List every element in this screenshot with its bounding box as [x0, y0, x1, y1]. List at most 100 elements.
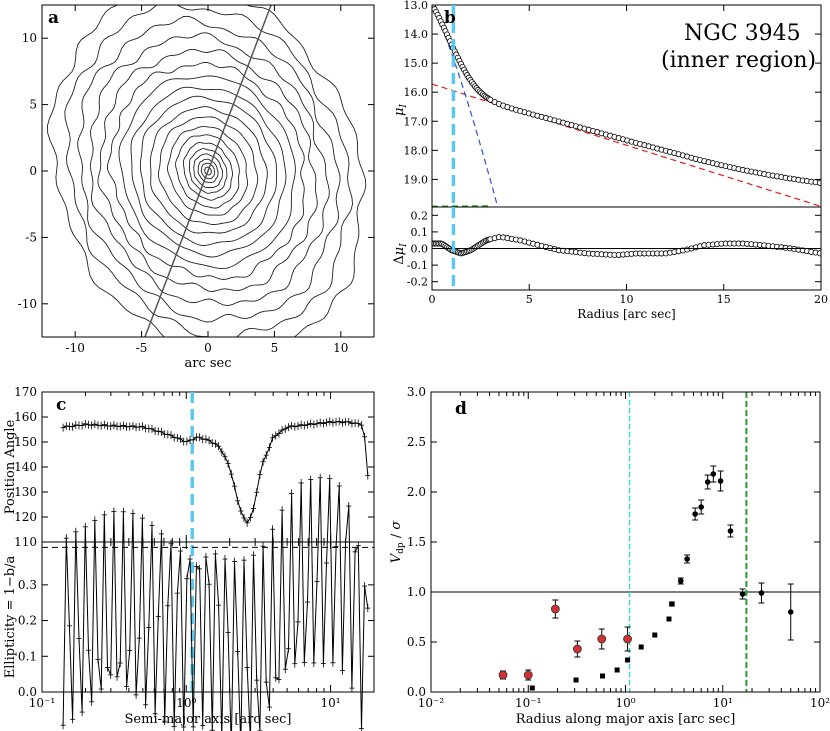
black-data-point: [614, 667, 620, 673]
panel-a: -10 -5 0 5 10 -10 -5 0 5 10 a arc sec: [18, 4, 375, 371]
y-tick-label: 18.0: [404, 144, 429, 157]
black-data-point: [652, 632, 658, 638]
red-data-point: [550, 604, 560, 614]
y-tick-label: 13.0: [404, 0, 429, 12]
contour-map: [47, 5, 367, 337]
red-data-point: [498, 670, 508, 680]
contour-line: [97, 48, 318, 292]
contour-line: [188, 148, 228, 194]
surface-brightness-plot: 13.0 14.0 15.0 16.0 17.0 18.0 19.0: [404, 0, 822, 208]
x-tick-label: 5: [526, 293, 533, 306]
y-tick-label: 19.0: [404, 173, 429, 186]
red-data-point: [523, 670, 533, 680]
c-top-frame: [41, 391, 375, 543]
y-tick-label: 15.0: [404, 57, 429, 70]
y-tick-label: 0.5: [407, 635, 426, 649]
contour-line: [130, 86, 287, 258]
y-tick-label: 0.0: [407, 685, 426, 699]
y-tick-label: 140: [14, 460, 37, 474]
contour-line: [139, 95, 277, 246]
black-data-point: [758, 590, 765, 596]
y-tick-label: 110: [14, 535, 37, 549]
contour-line: [77, 15, 341, 323]
black-data-point: [704, 479, 711, 485]
y-tick-label: 130: [14, 485, 37, 499]
black-data-point: [727, 528, 734, 534]
y-tick-label: 17.0: [404, 115, 429, 128]
black-data-point: [710, 471, 717, 477]
black-data-point: [677, 578, 684, 584]
data-point: [816, 179, 821, 186]
position-angle-label: Position Angle: [3, 419, 18, 514]
y-tick-label: 0: [29, 164, 37, 178]
contour-line: [149, 106, 268, 234]
x-tick-label: 10: [333, 341, 348, 355]
y-tick-label: 150: [14, 435, 37, 449]
residual-plot: -0.2 -0.1 0.0 0.1 0.2 0 5 10 15 20: [407, 206, 828, 306]
y-tick-label: 0.1: [411, 226, 429, 239]
black-data-point: [717, 478, 724, 484]
x-tick-label: 15: [717, 293, 731, 306]
black-data-point: [739, 591, 746, 597]
black-data-point: [599, 673, 605, 679]
y-tick-label: 160: [14, 410, 37, 424]
b-bot-plot-area: [432, 234, 821, 259]
panel-b: 13.0 14.0 15.0 16.0 17.0 18.0 19.0 -0.2 -0.1 0.0…: [392, 0, 828, 321]
y-tick-label: 14.0: [404, 28, 429, 41]
contour-line: [158, 116, 259, 225]
ellipticity-plot: 0.0 0.1 0.2 0.3 10⁻¹ 10⁰ 10¹: [18, 473, 375, 731]
red-data-point: [572, 644, 582, 654]
black-data-point: [787, 609, 794, 615]
x-tick-label: 0: [204, 341, 212, 355]
contour-line: [89, 32, 330, 307]
y-tick-label: 0.0: [18, 685, 37, 699]
y-tick-label: 0.2: [411, 209, 429, 222]
y-tick-label: 170: [14, 385, 37, 399]
x-tick-label: -5: [136, 341, 148, 355]
x-tick-label: 10⁻¹: [29, 696, 55, 710]
x-tick-label: 10: [620, 293, 634, 306]
x-tick-label: 10²: [810, 696, 830, 710]
panel-d-label: d: [455, 399, 467, 419]
panel-d-xlabel: Radius along major axis [arc sec]: [516, 712, 736, 727]
black-data-point: [698, 504, 704, 510]
x-tick-label: 0: [429, 293, 436, 306]
y-tick-label: 120: [14, 510, 37, 524]
x-tick-label: 5: [271, 341, 279, 355]
y-tick-label: 0.0: [411, 243, 429, 256]
panel-c-label: c: [56, 395, 66, 415]
y-tick-label: 10: [22, 31, 37, 45]
panel-a-ticks: -10 -5 0 5 10 -10 -5 0 5 10: [18, 5, 374, 355]
y-tick-label: -0.2: [407, 276, 428, 289]
bulge-component-line: [432, 7, 499, 207]
contour-line: [197, 158, 219, 184]
contour-line: [47, 5, 367, 337]
x-tick-label: 10⁻²: [418, 696, 445, 710]
d-frame: [430, 391, 821, 693]
panel-d: 0.0 0.5 1.0 1.5 2.0 2.5 3.0 10⁻² 10⁻¹ 10⁰ 10¹ 10² d…: [389, 385, 830, 727]
black-data-point: [638, 644, 644, 650]
disk-component-line: [432, 83, 821, 207]
panel-a-label: a: [48, 8, 59, 28]
panel-b-xlabel: Radius [arc sec]: [577, 307, 675, 321]
x-tick-label: 20: [814, 293, 828, 306]
y-tick-label: 0.1: [18, 649, 37, 663]
galaxy-name: NGC 3945: [684, 21, 801, 46]
panel-c: 110 120 130 140 150 160 170 0.0 0.1 0.2 0.3 10⁻¹ 10…: [3, 385, 375, 731]
major-axis-line: [144, 4, 272, 338]
ellipticity-series: [62, 477, 369, 731]
b-top-plot-area: [432, 5, 821, 207]
red-data-point: [623, 634, 632, 644]
panel-b-label: b: [444, 8, 456, 28]
y-tick-label: 3.0: [407, 385, 426, 399]
contour-line: [200, 162, 216, 180]
galaxy-region: (inner region): [661, 48, 816, 73]
y-tick-label: -10: [18, 297, 37, 311]
black-data-point: [529, 685, 535, 691]
c-bot-frame: [41, 541, 375, 693]
black-data-point: [669, 601, 675, 607]
vdp-sigma-label: Vdp / σ: [389, 520, 406, 564]
y-tick-label: 2.5: [407, 435, 426, 449]
contour-line: [64, 5, 353, 337]
